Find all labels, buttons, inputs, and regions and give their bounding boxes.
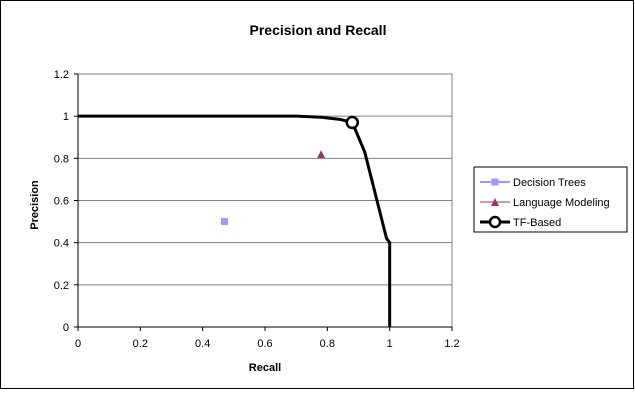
x-tick-label: 0.4 — [195, 338, 210, 350]
x-tick-label: 0 — [75, 338, 81, 350]
y-tick-label: 0.2 — [54, 280, 69, 292]
y-tick-label: 0.8 — [54, 153, 69, 165]
y-tick-label: 1 — [63, 111, 69, 123]
y-tick-label: 0.4 — [54, 238, 69, 250]
x-tick-label: 1.2 — [444, 338, 459, 350]
x-tick-label: 0.2 — [133, 338, 148, 350]
data-series — [78, 114, 392, 327]
legend: Decision Trees Language Modeling TF-Based — [473, 166, 628, 233]
legend-label: Language Modeling — [513, 197, 610, 209]
y-tick-label: 0.6 — [54, 196, 69, 208]
axes: 0 0.2 0.4 0.6 0.8 1 1.2 0 0.2 0.4 0.6 0.8 1 1.2 — [54, 69, 460, 350]
x-tick-label: 1 — [387, 338, 393, 350]
y-tick-label: 1.2 — [54, 69, 69, 81]
decision-trees-marker — [220, 218, 228, 226]
y-axis-title: Precision — [29, 180, 41, 230]
tf-based-marker — [345, 115, 360, 130]
legend-marker-language-modeling — [491, 198, 499, 206]
x-tick-label: 0.6 — [257, 338, 272, 350]
legend-label: Decision Trees — [513, 177, 586, 189]
y-tick-label: 0 — [63, 322, 69, 334]
x-axis-title: Recall — [249, 362, 281, 374]
legend-marker-decision-trees — [491, 178, 499, 186]
x-tick-label: 0.8 — [320, 338, 335, 350]
chart-title: Precision and Recall — [250, 22, 387, 38]
legend-label: TF-Based — [513, 217, 561, 229]
language-modeling-marker — [317, 150, 326, 159]
legend-marker-tf-based — [488, 215, 502, 229]
